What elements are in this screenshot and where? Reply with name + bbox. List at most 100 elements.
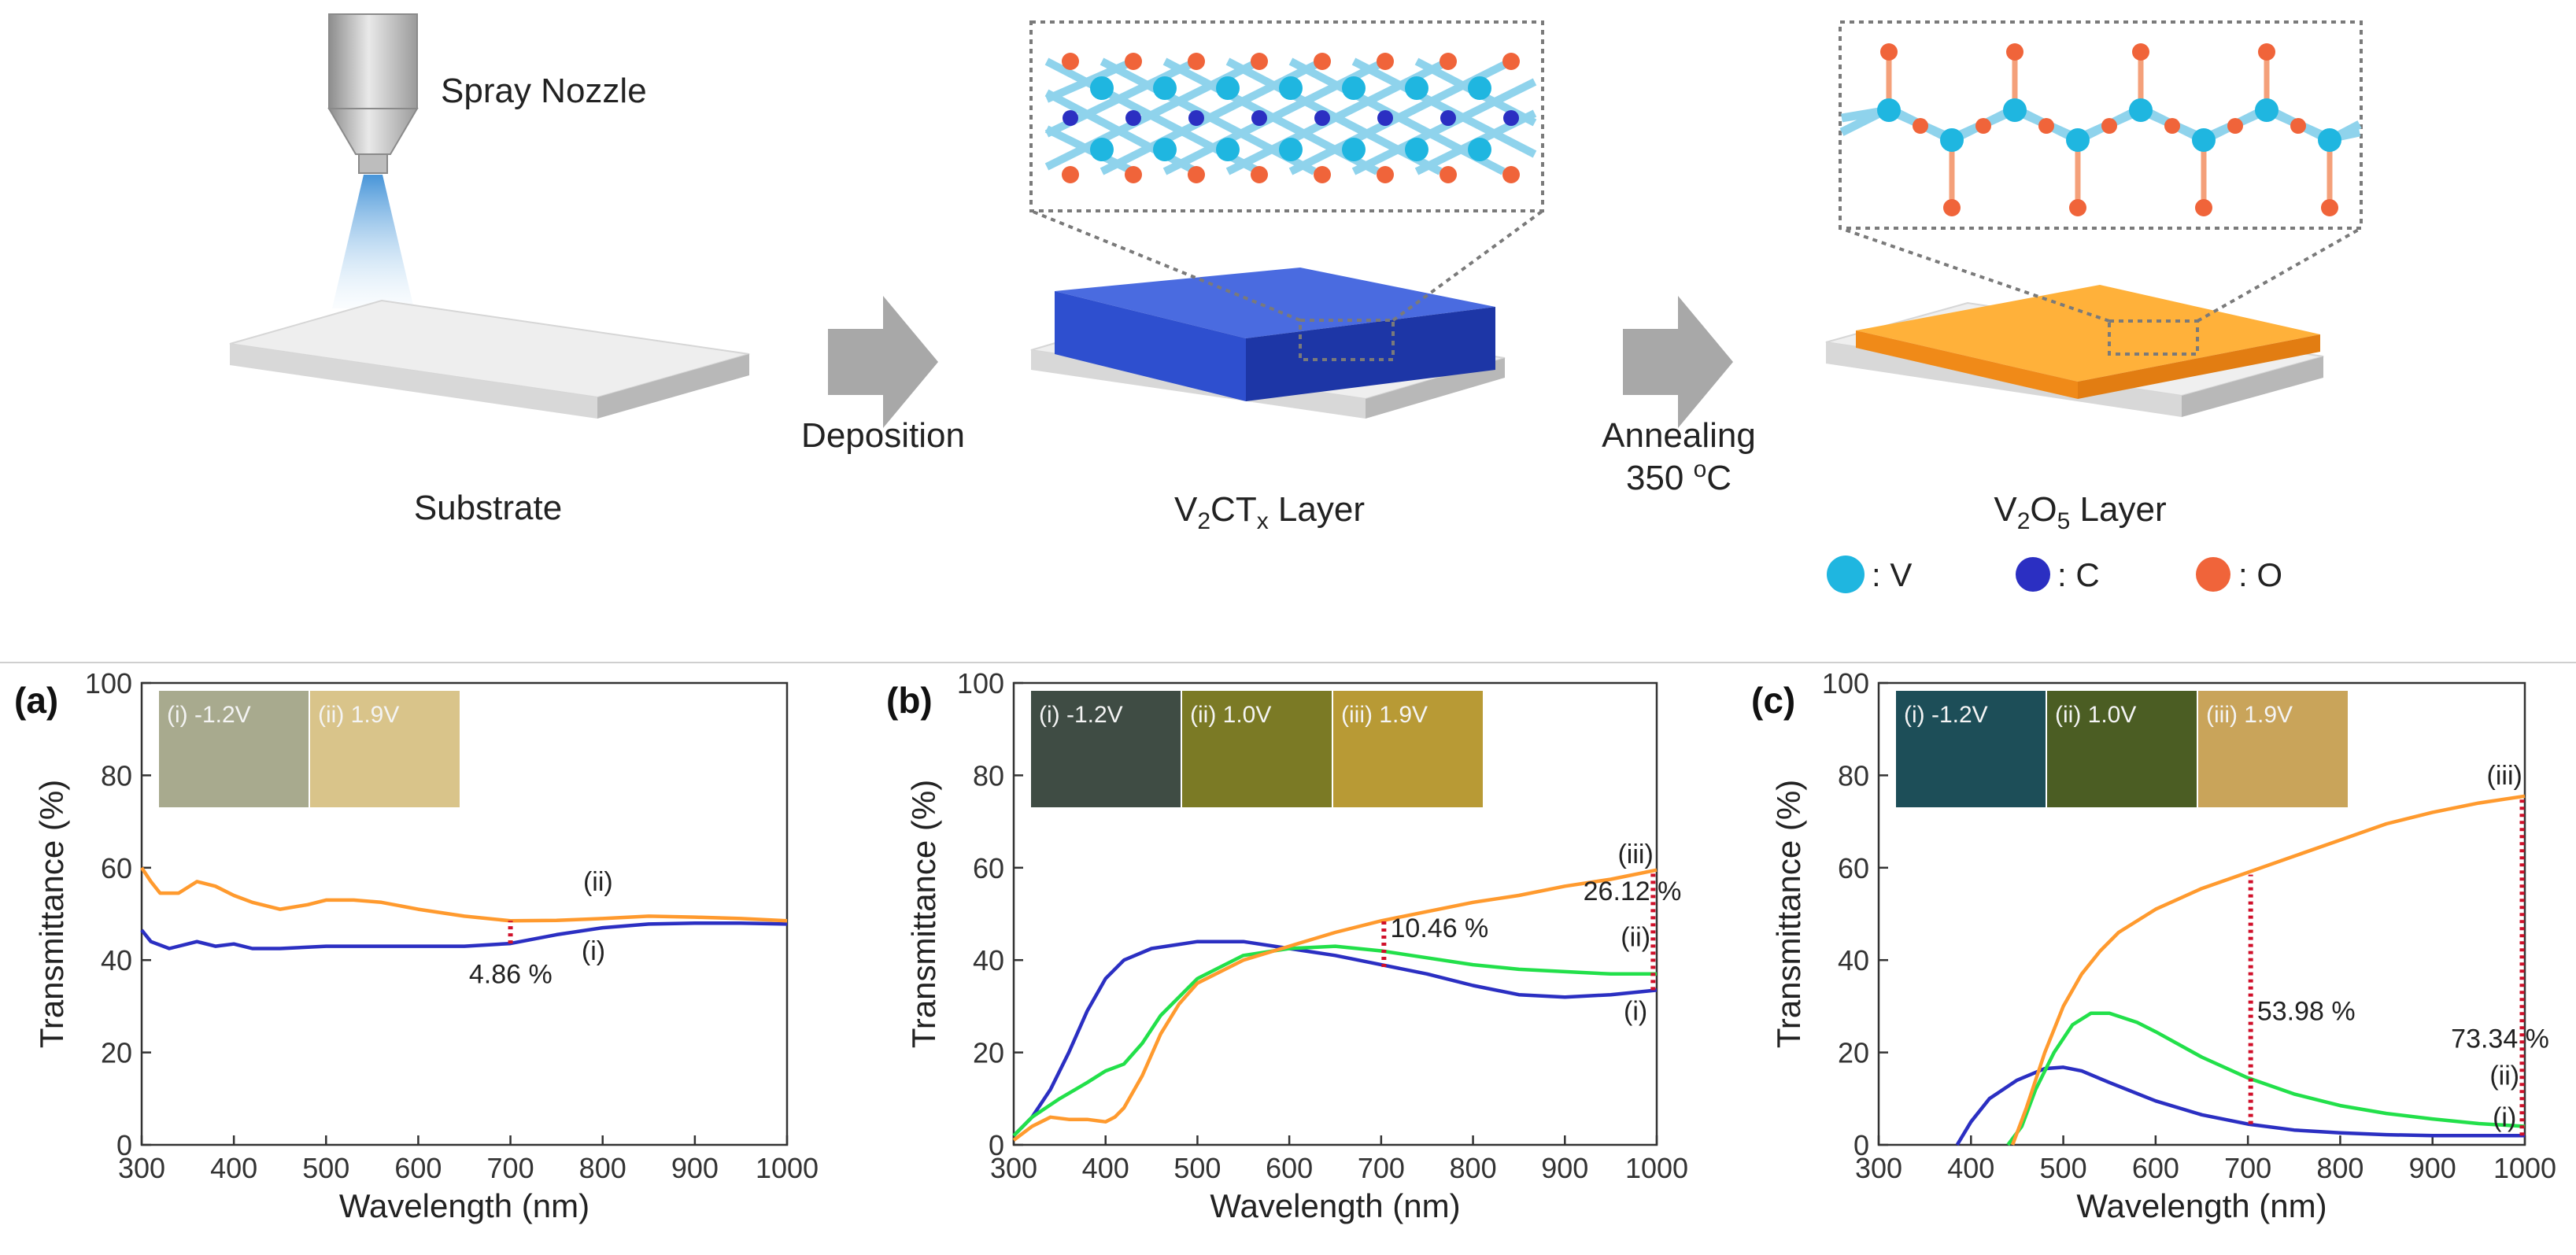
x-tick-label: 1000	[1625, 1152, 1688, 1184]
swatch-label: (ii) 1.9V	[318, 702, 399, 728]
x-tick-label: 1000	[756, 1152, 819, 1184]
x-tick-label: 300	[990, 1152, 1037, 1184]
spray-nozzle-label: Spray Nozzle	[441, 72, 647, 110]
y-axis-label: Transmittance (%)	[905, 780, 942, 1049]
series-line-1	[140, 866, 788, 923]
swatch-label: (iii) 1.9V	[1341, 702, 1428, 728]
y-tick-label: 40	[1838, 944, 1869, 976]
series-label: (i)	[582, 936, 605, 966]
arrow-right-icon	[1623, 296, 1733, 428]
series-label: (iii)	[2487, 761, 2522, 791]
series-line-0	[1955, 1065, 2525, 1146]
series-line-2	[1012, 868, 1658, 1142]
v2o5-layer-label: V2O5 Layer	[1994, 490, 2166, 534]
panel-label: (c)	[1751, 680, 1795, 721]
x-tick-label: 600	[394, 1152, 442, 1184]
x-tick-label: 400	[210, 1152, 257, 1184]
x-tick-label: 900	[1541, 1152, 1588, 1184]
difference-label: 26.12 %	[1584, 877, 1682, 906]
anneal-temperature-label: 350 oC	[1626, 456, 1732, 497]
color-swatch	[1896, 691, 2046, 807]
panel-label: (a)	[14, 680, 58, 721]
chart-panel-a: (a) 300 400 500 600 700 800 900 1000 0 20 40 60 80 100…	[14, 667, 819, 1224]
color-swatch	[1182, 691, 1332, 807]
v2o5-layer-block	[1825, 20, 2363, 417]
swatch-label: (i) -1.2V	[1904, 702, 1988, 728]
oxygen-atom-icon	[2196, 557, 2230, 592]
y-tick-label: 80	[1838, 759, 1869, 792]
v2ctx-layer-block	[1029, 20, 1544, 419]
series-label: (ii)	[2489, 1061, 2519, 1091]
x-tick-label: 700	[1358, 1152, 1405, 1184]
y-tick-label: 100	[85, 667, 132, 699]
color-swatch	[1333, 691, 1483, 807]
substrate-label: Substrate	[414, 489, 562, 527]
x-tick-label: 600	[2132, 1152, 2179, 1184]
swatch-label: (ii) 1.0V	[2055, 702, 2136, 728]
x-tick-label: 700	[487, 1152, 534, 1184]
y-axis-label: Transmittance (%)	[1770, 780, 1807, 1049]
atom-legend: : V : C : O	[1827, 556, 2282, 593]
y-tick-label: 60	[973, 852, 1004, 884]
swatch-label: (iii) 1.9V	[2206, 702, 2293, 728]
x-tick-label: 700	[2224, 1152, 2271, 1184]
x-tick-label: 600	[1266, 1152, 1313, 1184]
y-tick-label: 80	[973, 759, 1004, 792]
difference-label: 10.46 %	[1391, 914, 1489, 943]
series-line-1	[1012, 944, 1657, 1137]
x-axis-label: Wavelength (nm)	[2076, 1187, 2327, 1224]
deposition-label: Deposition	[801, 416, 965, 455]
series-line-1	[2006, 1011, 2526, 1146]
x-tick-label: 800	[2316, 1152, 2363, 1184]
color-swatch	[1031, 691, 1181, 807]
y-tick-label: 80	[101, 759, 132, 792]
color-swatch	[2047, 691, 2197, 807]
series-line-0	[140, 921, 788, 950]
swatch-label: (i) -1.2V	[1039, 702, 1123, 728]
series-line-0	[1012, 939, 1658, 1137]
legend-label-c: : C	[2057, 556, 2100, 593]
x-tick-label: 1000	[2493, 1152, 2556, 1184]
swatch-label: (ii) 1.0V	[1190, 702, 1271, 728]
vanadium-atom-icon	[1827, 556, 1865, 593]
difference-label: 4.86 %	[469, 960, 553, 990]
schematic: Spray Nozzle Substrate Deposition	[229, 13, 2363, 593]
y-tick-label: 60	[101, 852, 132, 884]
x-tick-label: 300	[1855, 1152, 1902, 1184]
x-tick-label: 500	[302, 1152, 349, 1184]
legend-label-v: : V	[1872, 556, 1912, 593]
y-tick-label: 20	[101, 1037, 132, 1069]
arrow-right-icon	[828, 296, 938, 428]
x-tick-label: 800	[579, 1152, 626, 1184]
x-tick-label: 900	[671, 1152, 719, 1184]
swatch-label: (i) -1.2V	[167, 702, 251, 728]
x-tick-label: 400	[1082, 1152, 1129, 1184]
color-swatch	[310, 691, 460, 807]
plot-frame	[140, 681, 789, 1146]
color-swatch	[2198, 691, 2348, 807]
y-axis-label: Transmittance (%)	[33, 780, 70, 1049]
annealing-label: Annealing	[1602, 416, 1756, 455]
color-swatch	[159, 691, 309, 807]
series-label: (ii)	[1621, 923, 1650, 953]
x-tick-label: 500	[2040, 1152, 2087, 1184]
x-axis-label: Wavelength (nm)	[1210, 1187, 1460, 1224]
y-tick-label: 100	[957, 667, 1004, 699]
difference-label: 73.34 %	[2451, 1024, 2549, 1054]
legend-label-o: : O	[2238, 556, 2282, 593]
series-label: (i)	[2493, 1103, 2516, 1133]
series-line-2	[2010, 794, 2526, 1146]
x-tick-label: 900	[2409, 1152, 2456, 1184]
y-tick-label: 100	[1822, 667, 1869, 699]
x-tick-label: 300	[118, 1152, 165, 1184]
chart-panel-c: (c) 300 400 500 600 700 800 900 1000 0 20 40 60 80 100…	[1751, 667, 2556, 1224]
x-tick-label: 400	[1947, 1152, 1994, 1184]
y-tick-label: 40	[973, 944, 1004, 976]
difference-label: 53.98 %	[2257, 997, 2356, 1027]
plot-frame	[1012, 681, 1658, 1146]
y-tick-label: 20	[973, 1037, 1004, 1069]
x-tick-label: 800	[1450, 1152, 1497, 1184]
chart-panel-b: (b) 300 400 500 600 700 800 900 1000 0 20 40 60 80 100…	[886, 667, 1688, 1224]
x-tick-label: 500	[1173, 1152, 1221, 1184]
